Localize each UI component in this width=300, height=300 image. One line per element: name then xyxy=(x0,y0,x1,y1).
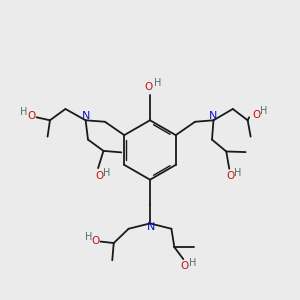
Text: O: O xyxy=(144,82,153,92)
Text: H: H xyxy=(189,258,196,268)
Text: N: N xyxy=(82,111,90,121)
Text: H: H xyxy=(85,232,93,242)
Text: H: H xyxy=(260,106,268,116)
Text: O: O xyxy=(92,236,100,246)
Text: H: H xyxy=(20,107,28,117)
Text: N: N xyxy=(146,222,155,232)
Text: O: O xyxy=(95,171,104,181)
Text: H: H xyxy=(154,77,161,88)
Text: O: O xyxy=(181,261,189,271)
Text: O: O xyxy=(226,171,235,181)
Text: N: N xyxy=(209,111,217,121)
Text: H: H xyxy=(235,168,242,178)
Text: O: O xyxy=(253,110,261,120)
Text: O: O xyxy=(27,111,35,121)
Text: H: H xyxy=(103,168,110,178)
